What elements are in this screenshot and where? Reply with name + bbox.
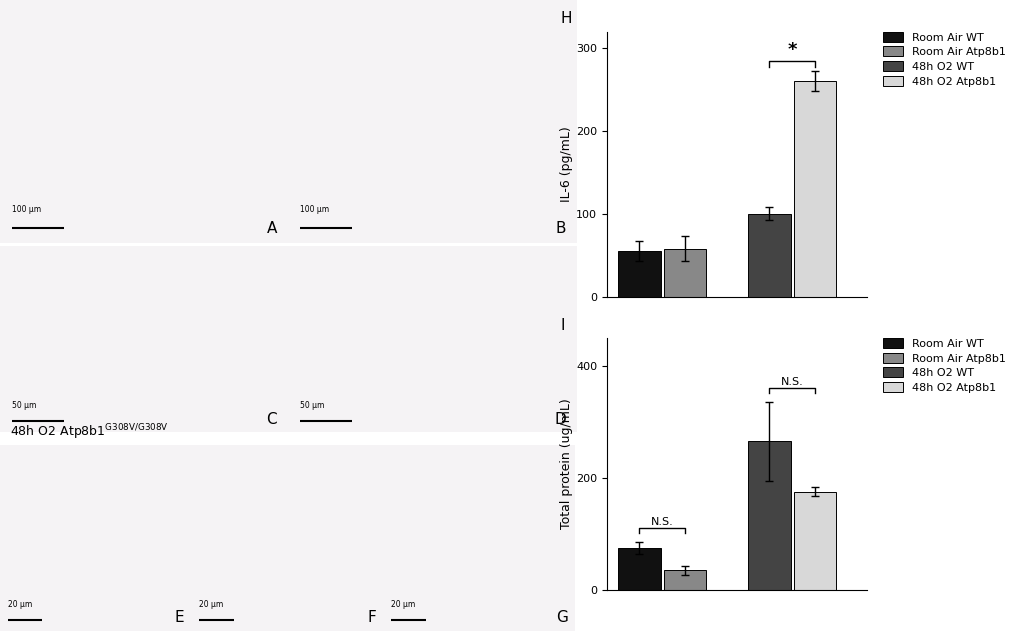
Legend: Room Air WT, Room Air Atp8b1, 48h O2 WT, 48h O2 Atp8b1: Room Air WT, Room Air Atp8b1, 48h O2 WT,… bbox=[882, 338, 1005, 393]
Text: D: D bbox=[553, 411, 566, 427]
Text: N.S.: N.S. bbox=[781, 377, 803, 387]
Bar bbox=[748, 214, 790, 297]
Text: 48h O2 Atp8b1$^{\mathrm{G308V/G308V}}$: 48h O2 Atp8b1$^{\mathrm{G308V/G308V}}$ bbox=[10, 422, 169, 442]
Text: 50 μm: 50 μm bbox=[11, 401, 36, 410]
Bar bbox=[618, 548, 660, 590]
Bar bbox=[748, 441, 790, 590]
Text: 100 μm: 100 μm bbox=[300, 205, 329, 214]
Text: 20 μm: 20 μm bbox=[8, 599, 32, 609]
Text: I: I bbox=[559, 317, 565, 333]
Text: C: C bbox=[266, 411, 277, 427]
Text: 20 μm: 20 μm bbox=[200, 599, 223, 609]
Text: *: * bbox=[787, 41, 796, 59]
Y-axis label: Total protein (ug/mL): Total protein (ug/mL) bbox=[559, 398, 573, 529]
Text: E: E bbox=[174, 610, 183, 625]
Text: N.S.: N.S. bbox=[650, 517, 673, 527]
Text: A: A bbox=[267, 221, 277, 235]
Bar bbox=[663, 249, 705, 297]
Text: 50 μm: 50 μm bbox=[300, 401, 324, 410]
Text: 100 μm: 100 μm bbox=[11, 205, 41, 214]
Text: G: G bbox=[555, 610, 567, 625]
Y-axis label: IL-6 (pg/mL): IL-6 (pg/mL) bbox=[559, 126, 573, 202]
Bar bbox=[618, 251, 660, 297]
Text: H: H bbox=[559, 11, 571, 27]
Bar bbox=[793, 492, 836, 590]
Text: 20 μm: 20 μm bbox=[391, 599, 415, 609]
Text: B: B bbox=[554, 221, 566, 235]
Bar bbox=[793, 81, 836, 297]
Bar bbox=[663, 570, 705, 590]
Text: F: F bbox=[367, 610, 375, 625]
Legend: Room Air WT, Room Air Atp8b1, 48h O2 WT, 48h O2 Atp8b1: Room Air WT, Room Air Atp8b1, 48h O2 WT,… bbox=[882, 32, 1005, 86]
